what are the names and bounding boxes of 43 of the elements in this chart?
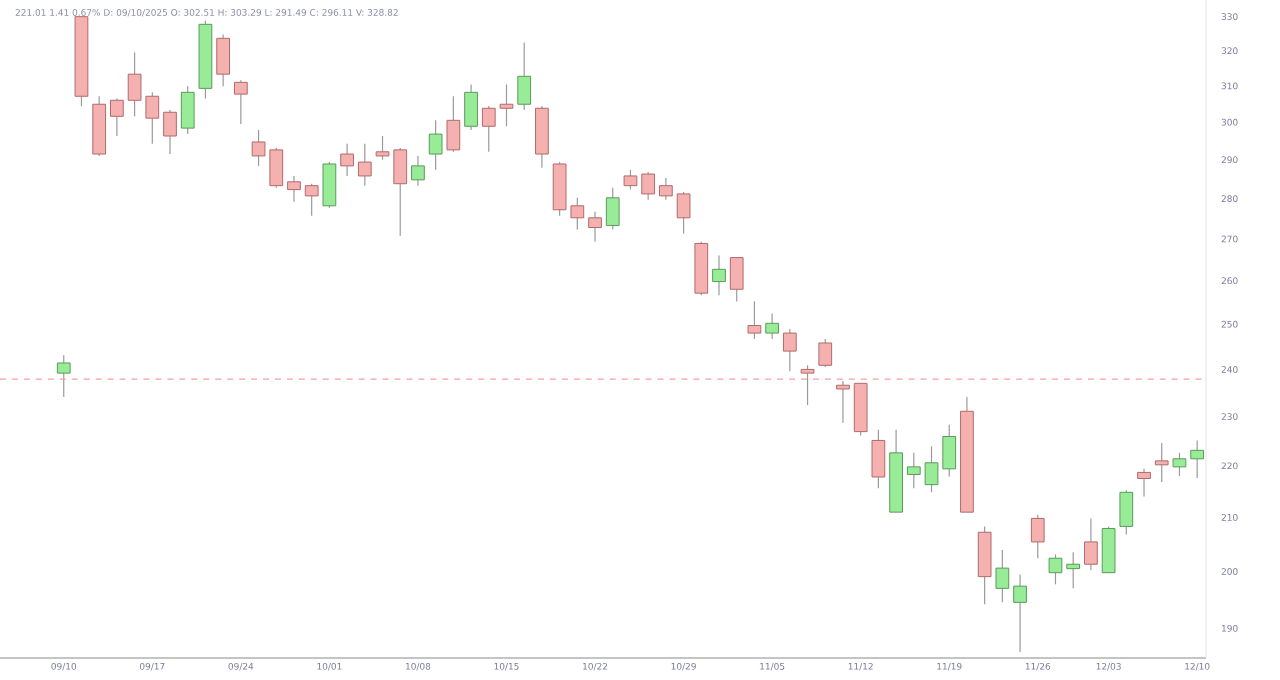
candlestick bbox=[56, 354, 71, 398]
candlestick bbox=[1172, 452, 1187, 477]
candlestick bbox=[712, 254, 726, 296]
candlestick bbox=[995, 549, 1010, 603]
candlestick bbox=[800, 364, 815, 406]
candlestick bbox=[1084, 517, 1098, 571]
candlestick bbox=[747, 300, 762, 340]
candlestick bbox=[765, 313, 779, 340]
candlestick bbox=[1119, 489, 1134, 535]
candlestick bbox=[1030, 514, 1045, 559]
candlestick bbox=[818, 338, 833, 368]
candlestick bbox=[641, 171, 656, 201]
candlestick bbox=[322, 161, 337, 209]
candlestick bbox=[340, 143, 354, 177]
candlestick bbox=[287, 175, 301, 203]
candlestick bbox=[1137, 468, 1151, 498]
candlestick bbox=[304, 183, 319, 217]
candlestick bbox=[782, 328, 797, 372]
candlestick bbox=[180, 85, 195, 135]
candlestick bbox=[676, 191, 691, 235]
candlestick bbox=[605, 187, 620, 231]
candlestick bbox=[411, 155, 425, 187]
candlestick bbox=[357, 143, 372, 187]
candlestick bbox=[535, 105, 549, 169]
candlestick bbox=[1013, 573, 1027, 653]
candlestick bbox=[977, 525, 992, 605]
candlestick bbox=[729, 256, 744, 302]
candlestick bbox=[588, 211, 602, 243]
candlestick bbox=[1190, 439, 1205, 479]
candlestick bbox=[517, 41, 532, 111]
candlestick bbox=[216, 34, 231, 87]
candlestick bbox=[233, 79, 248, 125]
candlestick bbox=[428, 119, 443, 171]
candlestick bbox=[446, 95, 461, 153]
candlestick bbox=[658, 177, 673, 201]
candlestick bbox=[1101, 525, 1116, 574]
candlestick bbox=[1154, 442, 1169, 483]
candlestick bbox=[871, 429, 886, 489]
candlestick bbox=[163, 109, 177, 155]
candlestick bbox=[464, 83, 478, 131]
candlestick bbox=[110, 97, 124, 137]
candlestick bbox=[836, 380, 850, 424]
candlestick bbox=[623, 169, 638, 191]
